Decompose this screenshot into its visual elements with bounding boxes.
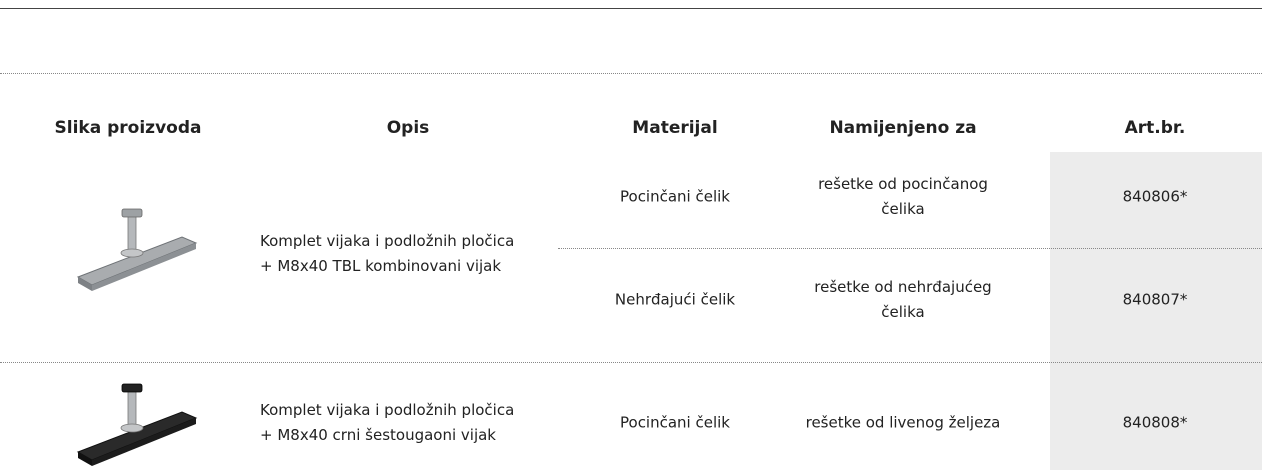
article-number: 840807* xyxy=(1122,290,1188,309)
header-rule xyxy=(0,73,1262,74)
header-cell: Materijal xyxy=(632,118,718,138)
article-number: 840806* xyxy=(1122,187,1188,206)
top-rule xyxy=(0,8,1262,9)
description: Komplet vijaka i podložnih pločica + M8x… xyxy=(260,401,515,444)
row-rule xyxy=(0,362,1262,363)
purpose: rešetke od nehrđajućeg čelika xyxy=(814,278,992,321)
article-column-bg xyxy=(1050,152,1262,470)
header-cell: Slika proizvoda xyxy=(54,118,202,138)
product-image xyxy=(76,208,198,291)
material: Pocinčani čelik xyxy=(620,187,730,206)
material: Nehrđajući čelik xyxy=(614,290,736,309)
header-cell: Art.br. xyxy=(1124,118,1186,138)
header-cell: Namijenjeno za xyxy=(829,118,977,138)
header-cell: Opis xyxy=(386,118,430,138)
purpose: rešetke od livenog željeza xyxy=(805,413,1001,432)
sub-row-rule xyxy=(558,248,1262,249)
description: Komplet vijaka i podložnih pločica + M8x… xyxy=(260,232,515,275)
article-number: 840808* xyxy=(1122,413,1188,432)
purpose: rešetke od pocinčanog čelika xyxy=(818,175,988,218)
product-image xyxy=(76,383,198,466)
material: Pocinčani čelik xyxy=(620,413,730,432)
